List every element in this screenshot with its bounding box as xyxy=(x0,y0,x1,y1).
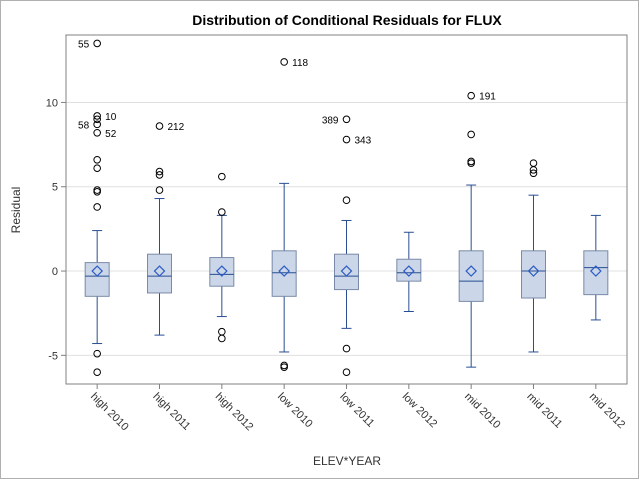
outlier-label: 52 xyxy=(105,129,117,140)
box-iqr xyxy=(209,257,235,287)
box-iqr xyxy=(521,250,546,299)
outlier-point xyxy=(218,334,226,343)
x-axis-label: ELEV*YEAR xyxy=(313,454,381,468)
box-group xyxy=(583,214,609,321)
box-iqr xyxy=(271,250,297,297)
outlier-label: 389 xyxy=(322,115,339,126)
x-tick-label: low 2011 xyxy=(337,391,376,430)
mean-marker xyxy=(278,265,291,277)
x-tick-label: low 2012 xyxy=(400,391,440,431)
outlier-label: 55 xyxy=(78,39,90,50)
y-tick-label: -5 xyxy=(48,350,58,362)
outlier-point xyxy=(218,172,226,181)
outlier-point xyxy=(342,196,351,205)
x-tick-label: mid 2012 xyxy=(587,391,627,431)
box-iqr xyxy=(583,250,609,296)
outlier-point xyxy=(342,368,351,376)
mean-marker xyxy=(589,265,602,277)
box-iqr xyxy=(84,262,110,297)
mean-marker xyxy=(465,265,478,277)
y-tick-label: 10 xyxy=(46,97,58,109)
y-axis-label: Residual xyxy=(9,187,23,234)
outlier-point xyxy=(529,166,538,174)
outlier-point xyxy=(467,159,475,167)
outlier-point xyxy=(467,130,475,139)
mean-marker xyxy=(340,265,353,277)
outlier-point xyxy=(93,164,101,172)
outlier-point xyxy=(529,169,538,178)
outlier-point xyxy=(93,39,101,48)
outlier-point xyxy=(342,115,351,124)
outlier-point xyxy=(529,159,538,167)
outlier-point xyxy=(280,58,288,66)
outlier-point xyxy=(155,122,164,130)
outlier-label: 118 xyxy=(292,58,308,69)
x-tick-label: mid 2011 xyxy=(524,391,564,431)
outlier-label: 343 xyxy=(355,136,372,147)
outlier-point xyxy=(467,91,475,100)
y-tick-label: 0 xyxy=(52,266,58,278)
outlier-point xyxy=(93,368,101,376)
box-group: 55 10 58 52 xyxy=(78,39,117,376)
outlier-label: 191 xyxy=(479,92,496,103)
x-tick-label: mid 2010 xyxy=(462,391,502,431)
outlier-point xyxy=(93,187,101,196)
outlier-point xyxy=(93,112,101,120)
x-tick-label: high 2010 xyxy=(88,391,131,434)
box-iqr xyxy=(147,253,172,294)
outlier-point xyxy=(342,344,351,353)
outlier-point xyxy=(342,135,351,144)
x-tick-label: high 2011 xyxy=(150,391,192,433)
x-tick-label: high 2012 xyxy=(213,391,256,434)
mean-marker xyxy=(527,265,540,277)
outlier-point xyxy=(93,128,101,137)
mean-marker xyxy=(215,265,228,277)
mean-marker xyxy=(402,265,415,277)
boxes: 55 10 58 52 212 118 389 343 191 xyxy=(78,39,609,376)
outlier-label: 10 xyxy=(105,112,117,123)
x-tick-label: low 2010 xyxy=(275,391,315,431)
outlier-point xyxy=(218,208,226,216)
box-group: 389 343 xyxy=(322,115,372,376)
outlier-point xyxy=(93,115,101,124)
outlier-point xyxy=(155,171,164,179)
plot-area xyxy=(65,34,628,385)
box-group: 118 xyxy=(271,58,309,371)
box-group: 191 xyxy=(458,91,496,368)
outlier-point xyxy=(218,327,226,336)
outlier-point xyxy=(93,203,101,211)
box-iqr xyxy=(396,258,422,282)
mean-marker xyxy=(153,265,166,277)
box-group xyxy=(521,159,546,353)
outlier-point xyxy=(155,186,164,194)
outlier-label: 58 xyxy=(78,120,90,131)
outlier-label: 212 xyxy=(168,122,185,133)
chart-title: Distribution of Conditional Residuals fo… xyxy=(192,12,502,28)
outlier-point xyxy=(155,167,164,176)
box-iqr xyxy=(334,253,359,291)
outlier-point xyxy=(93,349,101,358)
box-group xyxy=(396,231,422,313)
mean-marker xyxy=(91,265,104,277)
outlier-point xyxy=(93,155,101,164)
outlier-point xyxy=(280,363,288,371)
box-group xyxy=(209,172,235,343)
y-tick-label: 5 xyxy=(52,182,58,194)
box-group: 212 xyxy=(147,122,185,336)
outlier-point xyxy=(93,120,101,129)
